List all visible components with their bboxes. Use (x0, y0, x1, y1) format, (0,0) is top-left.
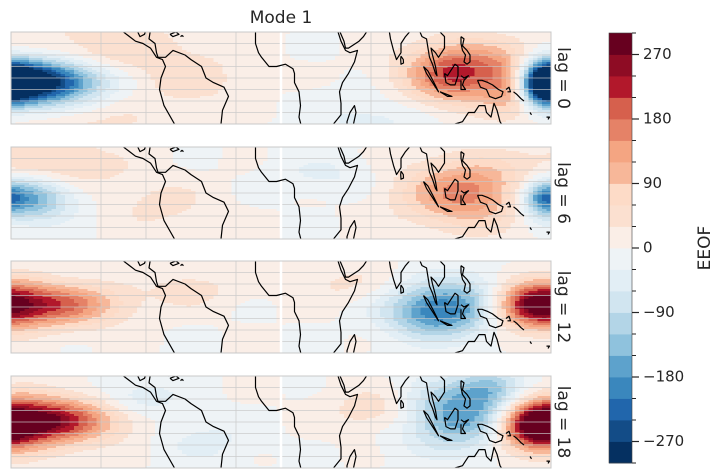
panel-frame (10, 375, 552, 469)
colorbar-segment (609, 334, 632, 356)
panel-frame (10, 260, 552, 354)
colorbar-segment (609, 54, 632, 77)
lag-label: lag = 6 (553, 162, 573, 224)
map-panel-1 (11, 147, 551, 239)
colorbar-tick-label: 180 (643, 110, 672, 128)
colorbar-segment (609, 33, 632, 55)
colorbar-segment (609, 162, 632, 184)
lag-label: lag = 18 (553, 386, 573, 459)
colorbar-segment (609, 248, 632, 270)
colorbar-segment (609, 97, 632, 120)
colorbar-segment (609, 312, 632, 335)
colorbar-segment (609, 269, 632, 292)
coastlines (122, 147, 551, 239)
lag-label: lag = 12 (553, 271, 573, 344)
eeof-field (11, 261, 551, 353)
lag-label: lag = 0 (553, 47, 573, 109)
colorbar-segment (609, 140, 632, 163)
colorbar-tick-label: 270 (643, 45, 672, 63)
eeof-field (11, 376, 551, 468)
colorbar-segment (609, 205, 632, 227)
colorbar-segment (609, 441, 632, 464)
panel-frame (10, 31, 552, 125)
map-panel-0 (11, 32, 551, 124)
colorbar-tick-label: −90 (643, 303, 675, 321)
colorbar-segment (609, 377, 632, 399)
colorbar-tick-label: −180 (643, 368, 684, 386)
colorbar: −270 −180 −90 0 90 180 270 (608, 32, 684, 464)
map-panel-2 (11, 261, 551, 353)
map-panel-3 (11, 376, 551, 468)
colorbar-tick-label: −270 (643, 432, 684, 450)
eeof-field (11, 147, 551, 239)
colorbar-tick-label: 90 (643, 174, 662, 192)
panel-frame (10, 146, 552, 240)
colorbar-segment (609, 291, 632, 313)
colorbar-segment (609, 119, 632, 141)
colorbar-segment (609, 76, 632, 98)
colorbar-tick-label: 0 (643, 239, 653, 257)
colorbar-segment (609, 183, 632, 206)
colorbar-segment (609, 398, 632, 421)
coastlines (122, 376, 551, 468)
colorbar-segment (609, 226, 632, 249)
colorbar-label: EEOF (695, 226, 715, 271)
coastlines (122, 261, 551, 353)
colorbar-segment (609, 355, 632, 378)
panels: lag = 0 lag = 6 lag = 12 lag = 18 (10, 31, 573, 469)
coastlines (122, 32, 551, 124)
chart-title: Mode 1 (250, 8, 313, 28)
colorbar-segment (609, 420, 632, 442)
